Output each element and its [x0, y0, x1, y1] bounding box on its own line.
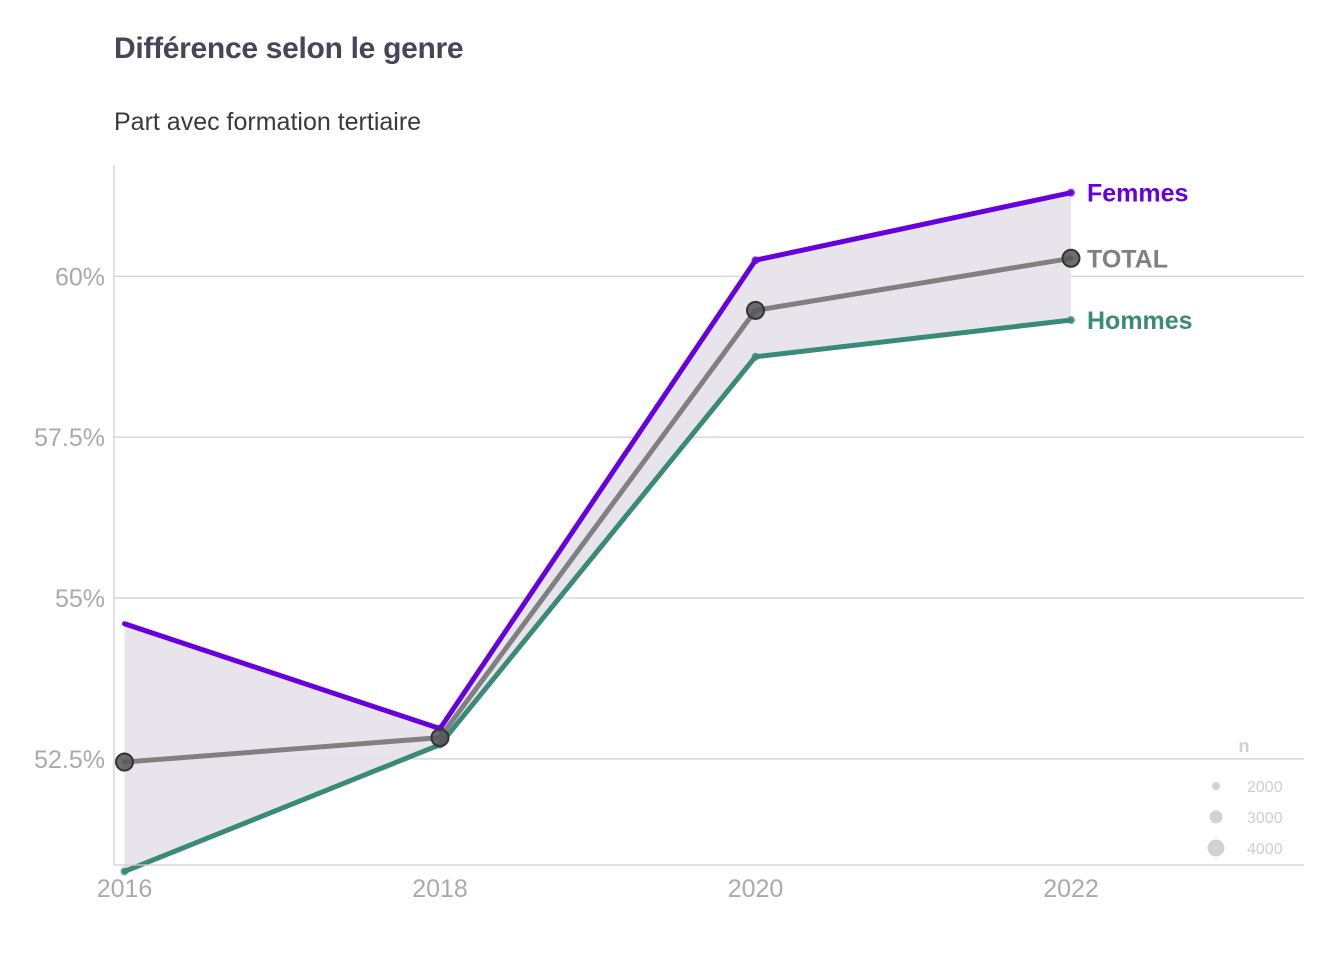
series-line-total	[122, 255, 1074, 765]
data-point-total	[430, 728, 450, 748]
data-point-total	[746, 300, 765, 320]
chart-title: Différence selon le genre	[114, 32, 464, 65]
size-legend: n 2000 3000 4000	[1207, 736, 1283, 858]
series-lines	[122, 190, 1074, 874]
series-line-hommes	[122, 317, 1074, 874]
size-legend-key	[1212, 782, 1220, 790]
data-point-total	[1061, 248, 1081, 268]
ribbon-layer	[124, 192, 1071, 872]
ribbon-area	[124, 192, 1071, 872]
data-point-hommes	[120, 867, 129, 876]
y-tick-label: 55%	[55, 585, 105, 613]
data-point-hommes	[1067, 316, 1075, 325]
size-legend-title: n	[1239, 736, 1250, 756]
series-line-femmes	[122, 190, 1074, 732]
y-tick-label: 57.5%	[34, 424, 105, 452]
data-point-hommes	[751, 352, 760, 361]
size-legend-key	[1209, 810, 1223, 824]
x-tick-label: 2020	[728, 875, 784, 903]
data-point-total	[115, 752, 134, 772]
series-label-hommes: Hommes	[1087, 307, 1193, 335]
x-tick-label: 2016	[97, 875, 153, 903]
axes: 52.5% 55% 57.5% 60% 2016 2018 2020 2022	[34, 165, 1304, 903]
series-points	[115, 188, 1081, 876]
size-legend-label: 3000	[1247, 810, 1283, 827]
x-tick-label: 2022	[1043, 875, 1099, 903]
y-tick-label: 60%	[55, 263, 105, 291]
size-legend-key	[1207, 839, 1225, 857]
series-label-total: TOTAL	[1087, 245, 1168, 273]
data-point-femmes	[1067, 188, 1075, 197]
size-legend-label: 4000	[1247, 841, 1283, 858]
size-legend-label: 2000	[1247, 779, 1283, 796]
series-labels: Femmes TOTAL Hommes	[1087, 180, 1193, 335]
series-label-femmes: Femmes	[1087, 180, 1188, 208]
y-tick-label: 52.5%	[34, 746, 105, 774]
x-tick-label: 2018	[412, 875, 468, 903]
data-point-femmes	[751, 256, 760, 265]
chart-subtitle: Part avec formation tertiaire	[114, 108, 422, 136]
